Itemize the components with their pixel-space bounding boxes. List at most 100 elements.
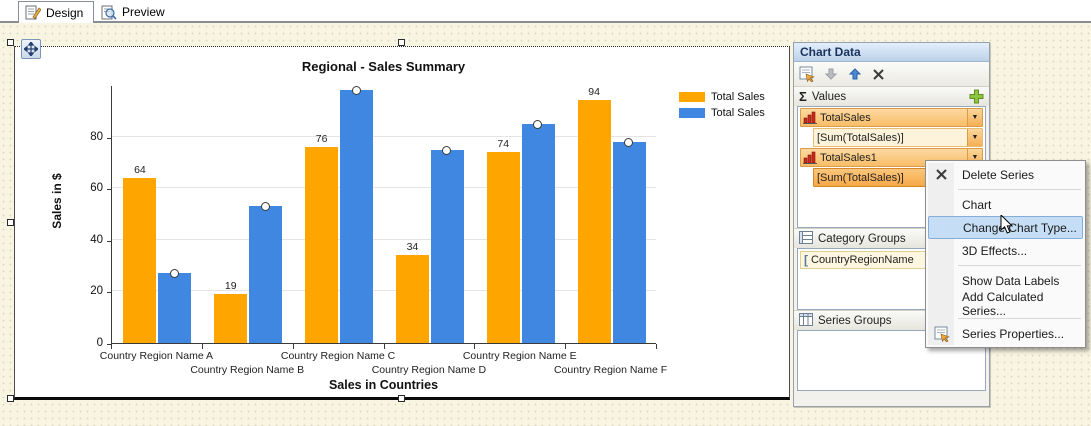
x-category-label: Country Region Name F: [553, 364, 668, 376]
bar-orange-series[interactable]: [395, 255, 429, 343]
selection-handle-mid-left[interactable]: [7, 219, 14, 226]
x-tick-mark: [111, 344, 112, 349]
x-tick-mark: [474, 344, 476, 349]
gridline: [112, 290, 656, 292]
value-series-name: TotalSales: [820, 111, 871, 124]
plot-area: 64 19 76 34 74 94: [111, 86, 656, 344]
chart-move-handle[interactable]: [21, 39, 41, 59]
menu-item-label: Delete Series: [962, 167, 1035, 182]
y-tick-mark: [107, 240, 112, 242]
x-category-label: Country Region Name C: [280, 350, 396, 362]
legend-entry: Total Sales: [679, 105, 765, 121]
bar-blue-series[interactable]: [158, 273, 192, 343]
gridline: [112, 135, 656, 137]
x-tick-mark: [383, 344, 385, 349]
bar-blue-series[interactable]: [612, 141, 646, 343]
menu-item-chart[interactable]: Chart: [928, 193, 1083, 216]
bar-orange-series[interactable]: [123, 177, 157, 343]
menu-item-label: Add Calculated Series...: [962, 289, 1044, 318]
chart-data-panel-title: Chart Data: [794, 43, 989, 62]
point-marker: [260, 202, 270, 212]
delete-x-icon[interactable]: [870, 66, 887, 83]
chevron-down-icon[interactable]: ▼: [967, 129, 982, 146]
bar-orange-series[interactable]: [577, 100, 611, 343]
move-up-icon[interactable]: [846, 66, 863, 83]
gridline: [112, 238, 656, 240]
chart-title: Regional - Sales Summary: [301, 59, 466, 74]
menu-item-add-calculated-series[interactable]: Add Calculated Series...: [928, 289, 1083, 318]
values-section-header: Σ Values: [794, 86, 989, 106]
y-tick-label: 40: [90, 233, 103, 246]
menu-item-show-data-labels[interactable]: Show Data Labels: [928, 269, 1083, 292]
bar-blue-series[interactable]: [249, 206, 283, 343]
y-tick-label: 0: [96, 337, 103, 349]
series-groups-label: Series Groups: [818, 314, 892, 327]
x-tick-mark: [201, 344, 203, 349]
move-arrows-icon: [24, 42, 38, 56]
y-tick-label: 80: [90, 130, 103, 143]
bar-orange-series[interactable]: [486, 152, 520, 343]
properties-icon[interactable]: [798, 66, 815, 83]
bar-orange-series[interactable]: [214, 293, 248, 343]
properties-icon: [933, 325, 950, 342]
group-bracket-icon: [: [804, 253, 808, 267]
menu-item-3d-effects[interactable]: 3D Effects...: [928, 239, 1083, 262]
tab-preview[interactable]: Preview: [95, 1, 175, 23]
y-tick-mark: [107, 292, 112, 294]
selection-handle-top-mid[interactable]: [398, 39, 405, 46]
data-label: 34: [406, 241, 419, 254]
chevron-down-icon[interactable]: ▼: [967, 109, 982, 126]
move-down-icon[interactable]: [822, 66, 839, 83]
chart-design-area[interactable]: Regional - Sales Summary Sales in $ Sale…: [14, 46, 790, 400]
legend-swatch: [679, 108, 705, 118]
menu-icon-gutter: [928, 163, 954, 345]
tab-preview-label: Preview: [122, 5, 165, 19]
menu-item-delete-series[interactable]: Delete Series: [928, 163, 1083, 186]
y-axis-title: Sales in $: [50, 173, 64, 229]
point-marker: [533, 119, 543, 129]
chart-data-toolbar: [794, 62, 989, 86]
x-tick-mark: [565, 344, 567, 349]
value-expression-row[interactable]: [Sum(TotalSales)] ▼: [813, 128, 983, 147]
menu-item-series-properties[interactable]: Series Properties...: [928, 322, 1083, 345]
bar-blue-series[interactable]: [340, 90, 374, 343]
delete-x-icon: [933, 166, 950, 183]
data-label: 74: [497, 138, 510, 151]
selection-handle-bottom-left[interactable]: [7, 395, 14, 402]
tab-design[interactable]: Design: [18, 1, 95, 23]
bar-blue-series[interactable]: [521, 123, 555, 343]
legend-label: Total Sales: [711, 91, 765, 103]
tab-design-label: Design: [46, 5, 84, 20]
y-tick-mark: [107, 189, 112, 191]
y-tick-label: 60: [90, 182, 103, 195]
data-label: 19: [224, 279, 237, 292]
add-value-icon[interactable]: [969, 89, 984, 104]
menu-item-label: Show Data Labels: [962, 273, 1060, 288]
sigma-icon: Σ: [799, 89, 807, 104]
selection-handle-bottom-mid[interactable]: [398, 395, 405, 402]
chart-legend: Total Sales Total Sales: [679, 89, 765, 121]
data-label: 76: [315, 132, 328, 145]
design-surface: Regional - Sales Summary Sales in $ Sale…: [0, 23, 1091, 426]
selection-handle-top-left[interactable]: [7, 39, 14, 46]
gridline: [112, 187, 656, 189]
x-category-label: Country Region Name E: [462, 350, 577, 362]
category-groups-label: Category Groups: [818, 232, 906, 245]
category-group-name: CountryRegionName: [811, 254, 914, 266]
tab-strip: Design Preview: [0, 0, 1091, 23]
menu-separator: [958, 318, 1081, 319]
value-series-row[interactable]: TotalSales ▼: [800, 108, 983, 127]
series-context-menu: Delete Series Chart Change Chart Type... 3D…: [925, 160, 1086, 348]
category-groups-icon: [799, 230, 813, 247]
x-tick-mark: [292, 344, 294, 349]
values-header-label: Values: [811, 90, 847, 103]
menu-item-label: Chart: [962, 197, 992, 212]
y-tick-mark: [107, 137, 112, 139]
menu-separator: [958, 189, 1081, 190]
menu-item-label: Change Chart Type...: [963, 220, 1077, 235]
bar-blue-series[interactable]: [430, 149, 464, 343]
x-category-label: Country Region Name B: [190, 364, 305, 376]
bar-orange-series[interactable]: [305, 146, 339, 343]
point-marker: [442, 145, 452, 155]
design-tab-icon: [25, 5, 42, 20]
